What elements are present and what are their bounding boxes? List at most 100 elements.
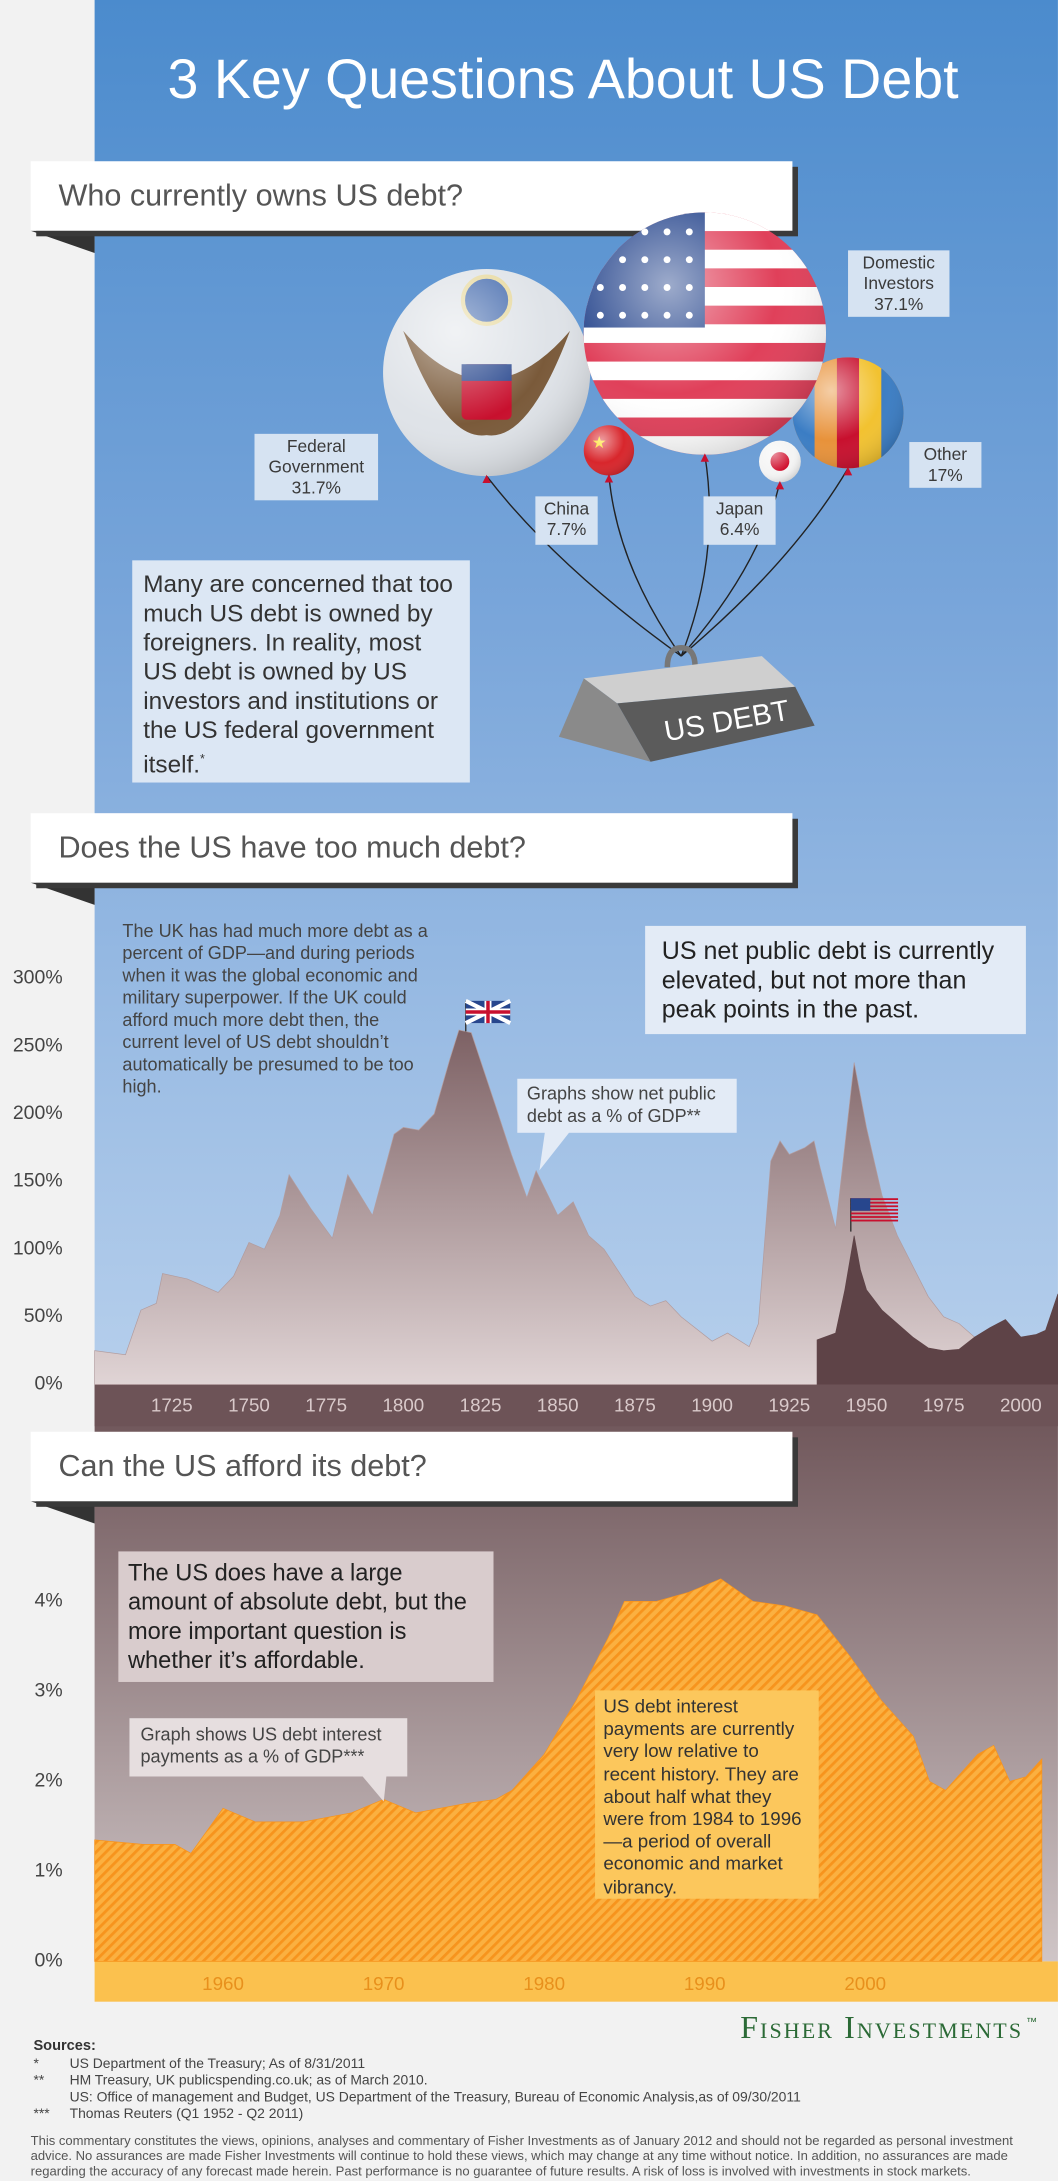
y-tick-label: 2% [35,1769,63,1791]
note-marker: * [200,752,205,766]
balloon-shine [758,440,801,483]
source-marker: *** [33,2105,50,2121]
flag-cross-red [465,1000,511,1024]
callout-box-body: US net public debt is currently elevated… [645,925,1026,1035]
callout-box: Graph shows US debt interest payments as… [129,1718,408,1777]
source-text: HM Treasury, UK publicspending.co.uk; as… [70,2072,428,2088]
balloon-tie [843,466,853,476]
note-box-body: Many are concerned that too much US debt… [132,560,470,783]
x-axis-band [94,1961,1058,2002]
note-text: Many are concerned that too much US debt… [143,569,453,779]
balloon-tie [700,453,710,462]
x-tick-label: 1950 [846,1395,888,1416]
flag-stripe [850,1219,899,1222]
y-tick-label: 150% [13,1170,63,1192]
source-marker: * [33,2055,39,2071]
page-title: 3 Key Questions About US Debt [167,48,959,110]
callout-box: US debt interest payments are currently … [595,1690,819,1899]
balloon-tie [775,481,785,490]
callout-text: The US does have a large amount of absol… [127,1559,467,1674]
category-label: Other [923,444,968,465]
callout-box: US net public debt is currently elevated… [645,925,1026,1035]
x-tick-label: 1775 [305,1395,347,1416]
annotation: The UK has had much more debt as a perce… [122,920,428,1122]
category-label: China [543,499,590,519]
callout-box-body: US debt interest payments are currently … [595,1690,819,1899]
flag-stripe [850,1205,899,1208]
y-tick-label: 0% [35,1373,63,1395]
heading-box [30,1431,793,1502]
us-flag [850,1198,899,1232]
callout-pointer [361,1775,387,1802]
balloon-label-body: Federal Government 31.7% [254,433,379,501]
source-text: US: Office of management and Budget, US … [70,2088,801,2104]
balloon-group [383,268,591,484]
balloon-shine [383,268,591,477]
y-tick-label: 100% [13,1237,63,1259]
balloon-shine [792,357,904,469]
x-axis-band [94,1384,1058,1427]
annotation-body: The UK has had much more debt as a perce… [122,920,428,1122]
logo: Fisher Investments [740,2010,1023,2045]
weight-front [617,686,815,762]
flag-stripe [850,1208,899,1211]
callout-box-body: Graphs show net public debt as a % of GD… [517,1078,737,1133]
value-label: 6.4% [719,519,760,540]
x-tick-label: 1875 [614,1395,656,1416]
section-heading: Who currently owns US debt? [58,178,463,212]
sources-title: Sources: [33,2038,95,2054]
y-tick-label: 0% [35,1950,63,1972]
flag-stripe [850,1212,899,1215]
x-tick-label: 1900 [691,1395,733,1416]
annotation-text: The UK has had much more debt as a perce… [122,920,428,1097]
x-tick-label: 1825 [460,1395,502,1416]
balloon-string [680,468,849,657]
source-text: US Department of the Treasury; As of 8/3… [70,2055,366,2071]
y-tick-label: 3% [35,1679,63,1701]
x-tick-label: 1850 [537,1395,579,1416]
flag-stripe [850,1216,899,1218]
callout-box-body: The US does have a large amount of absol… [118,1551,494,1682]
x-tick-label: 1975 [923,1395,965,1416]
heading-box [30,813,793,883]
logo-mark: ™ [1026,2016,1037,2028]
flag-canton [850,1198,871,1211]
source-text: Thomas Reuters (Q1 1952 - Q2 2011) [70,2105,304,2121]
balloon-label-body: China 7.7% [535,496,598,545]
y-tick-label: 4% [35,1589,63,1611]
weight-top [583,656,796,704]
flag-stripe [850,1198,899,1201]
balloon-tie [482,474,491,484]
section-heading: Does the US have too much debt? [58,830,525,864]
x-tick-label: 1970 [363,1973,405,1994]
y-tick-label: 200% [13,1102,63,1124]
disclaimer: This commentary constitutes the views, o… [31,2132,1032,2179]
balloon-label-body: Other 17% [909,442,982,488]
balloon-string [486,475,682,657]
balloon-shine [583,212,827,455]
disclaimer-body: This commentary constitutes the views, o… [31,2132,1032,2179]
value-label: 17% [927,465,963,486]
section-heading: Can the US afford its debt? [58,1449,426,1483]
value-label: 37.1% [874,294,924,315]
y-tick-label: 1% [35,1860,63,1882]
y-tick-label: 50% [24,1305,63,1327]
balloon-shine [583,425,635,476]
callout-box: Graphs show net public debt as a % of GD… [517,1078,737,1133]
x-tick-label: 1980 [523,1973,565,1994]
weight-left [558,678,651,762]
x-tick-label: 1725 [151,1395,193,1416]
callout-text: US debt interest payments are currently … [603,1695,802,1897]
area [94,1029,1058,1385]
callout-box-body: Graph shows US debt interest payments as… [129,1718,408,1777]
weight-handle [664,644,698,668]
uk-flag [464,998,512,1032]
y-tick-label: 300% [13,967,63,989]
